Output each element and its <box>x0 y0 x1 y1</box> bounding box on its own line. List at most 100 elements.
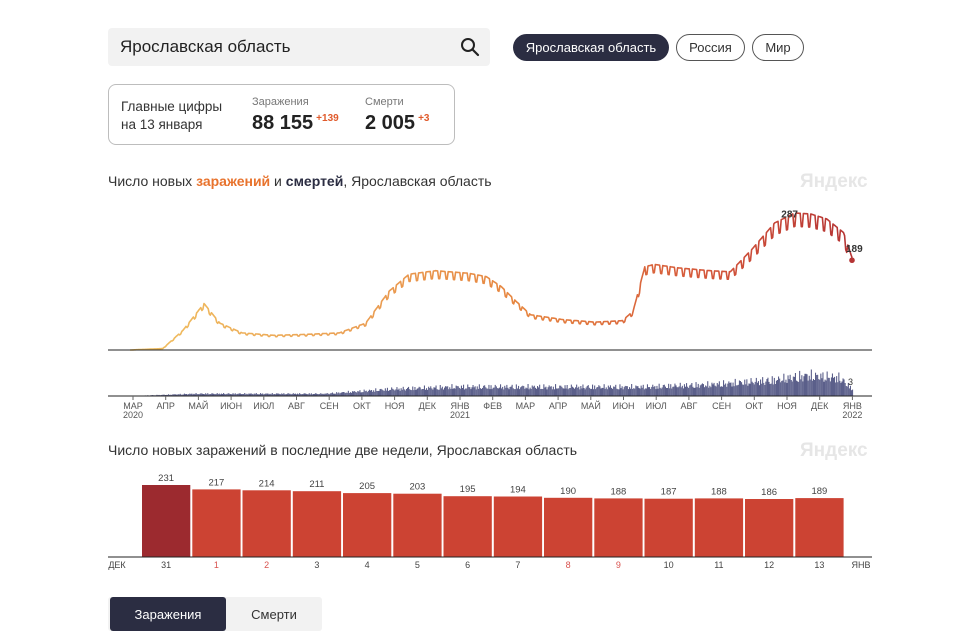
deaths-bar <box>803 376 805 396</box>
deaths-bar <box>598 385 600 396</box>
deaths-bar <box>560 385 562 396</box>
deaths-bar <box>275 393 277 396</box>
deaths-bar <box>571 386 573 396</box>
deaths-bar <box>244 393 246 396</box>
deaths-bar <box>842 378 844 396</box>
deaths-bar <box>588 387 590 396</box>
deaths-bar <box>711 382 713 396</box>
deaths-bar <box>349 392 351 396</box>
deaths-bar <box>812 379 814 396</box>
search-icon[interactable] <box>460 37 480 57</box>
deaths-bar <box>545 386 547 396</box>
deaths-bar <box>320 393 322 396</box>
deaths-bar <box>253 393 255 396</box>
timeline-chart[interactable]: МАР АПР МАЙ ИЮН ИЮЛ АВГ СЕН ОКТ НОЯ ДЕК ЯНВ ФЕВ МАР А… <box>0 190 960 425</box>
deaths-bar <box>831 373 833 396</box>
month-label: ИЮЛ <box>646 401 667 411</box>
deaths-bar <box>664 386 666 396</box>
deaths-bar <box>387 390 389 396</box>
deaths-bar <box>417 388 419 396</box>
deaths-bar <box>472 385 474 396</box>
month-label: МАР <box>123 401 143 411</box>
deaths-bar <box>551 389 553 396</box>
deaths-bar <box>379 389 381 396</box>
region-button-world[interactable]: Мир <box>752 34 804 61</box>
deaths-bar <box>580 386 582 396</box>
deaths-bar <box>806 374 808 396</box>
deaths-bar <box>484 385 486 396</box>
deaths-bar <box>552 386 554 396</box>
deaths-bar <box>213 393 215 396</box>
deaths-bar <box>409 389 411 396</box>
search-input[interactable]: Ярославская область <box>120 37 291 56</box>
deaths-bar <box>249 393 251 396</box>
deaths-bar <box>839 380 841 396</box>
deaths-bar <box>739 381 741 396</box>
deaths-bar <box>622 389 624 396</box>
deaths-bar <box>331 392 333 396</box>
region-button-russia[interactable]: Россия <box>676 34 745 61</box>
region-search[interactable]: Ярославская область <box>108 28 490 66</box>
month-label: АВГ <box>288 401 305 411</box>
deaths-bar <box>587 385 589 396</box>
deaths-bar <box>679 382 681 396</box>
deaths-bar <box>593 389 595 396</box>
deaths-bar <box>378 390 380 396</box>
peak-label: 287 <box>781 210 798 221</box>
latest-cases-dot <box>849 257 855 264</box>
deaths-bar <box>163 394 165 396</box>
month-label: ДЕК <box>811 401 829 411</box>
deaths-bar <box>297 393 299 396</box>
deaths-bar <box>404 390 406 396</box>
deaths-bar <box>755 377 757 396</box>
deaths-bar <box>693 388 695 396</box>
deaths-bar <box>339 393 341 396</box>
deaths-bar <box>491 389 493 396</box>
deaths-bar <box>697 383 699 396</box>
deaths-bar <box>508 389 510 396</box>
deaths-bar <box>770 383 772 396</box>
deaths-bar <box>176 394 178 396</box>
deaths-bar <box>662 385 664 396</box>
deaths-bar <box>416 388 418 396</box>
deaths-bar <box>846 386 848 396</box>
deaths-bar <box>434 387 436 396</box>
tab-cases[interactable]: Заражения <box>110 597 226 631</box>
deaths-bar <box>395 389 397 396</box>
deaths-bar <box>312 394 314 396</box>
deaths-bar <box>731 386 733 396</box>
deaths-bar <box>228 393 230 396</box>
deaths-bar <box>459 388 461 396</box>
deaths-bar <box>565 388 567 396</box>
deaths-bar <box>446 386 448 396</box>
deaths-bar <box>576 384 578 396</box>
tab-deaths[interactable]: Смерти <box>251 606 297 622</box>
region-button-yaroslavl[interactable]: Ярославская область <box>513 34 669 61</box>
deaths-bar <box>778 376 780 396</box>
deaths-bar <box>452 388 454 396</box>
deaths-bar <box>533 385 535 396</box>
month-label: ФЕВ <box>483 401 502 411</box>
deaths-bar <box>371 390 373 396</box>
deaths-bar <box>512 388 514 396</box>
deaths-bar <box>165 394 167 396</box>
deaths-bar <box>695 382 697 396</box>
deaths-bar <box>677 387 679 396</box>
deaths-bar <box>704 387 706 396</box>
deaths-bar <box>626 386 628 396</box>
two-week-bar-chart[interactable]: 231 217 214 211 205 203 195 194 190 188 187 188 186 1… <box>0 465 960 580</box>
deaths-bar <box>361 392 363 396</box>
deaths-bar <box>235 394 237 396</box>
month-label: ИЮЛ <box>253 401 274 411</box>
deaths-bar <box>616 388 618 396</box>
deaths-bar <box>438 389 440 396</box>
deaths-bar <box>631 384 633 396</box>
deaths-bar <box>687 386 689 396</box>
deaths-bar <box>497 388 499 396</box>
deaths-bar <box>190 393 192 396</box>
deaths-bar <box>236 393 238 396</box>
deaths-bar <box>394 390 396 396</box>
deaths-bar <box>769 384 771 396</box>
deaths-bar <box>511 384 513 396</box>
deaths-bar <box>430 386 432 396</box>
